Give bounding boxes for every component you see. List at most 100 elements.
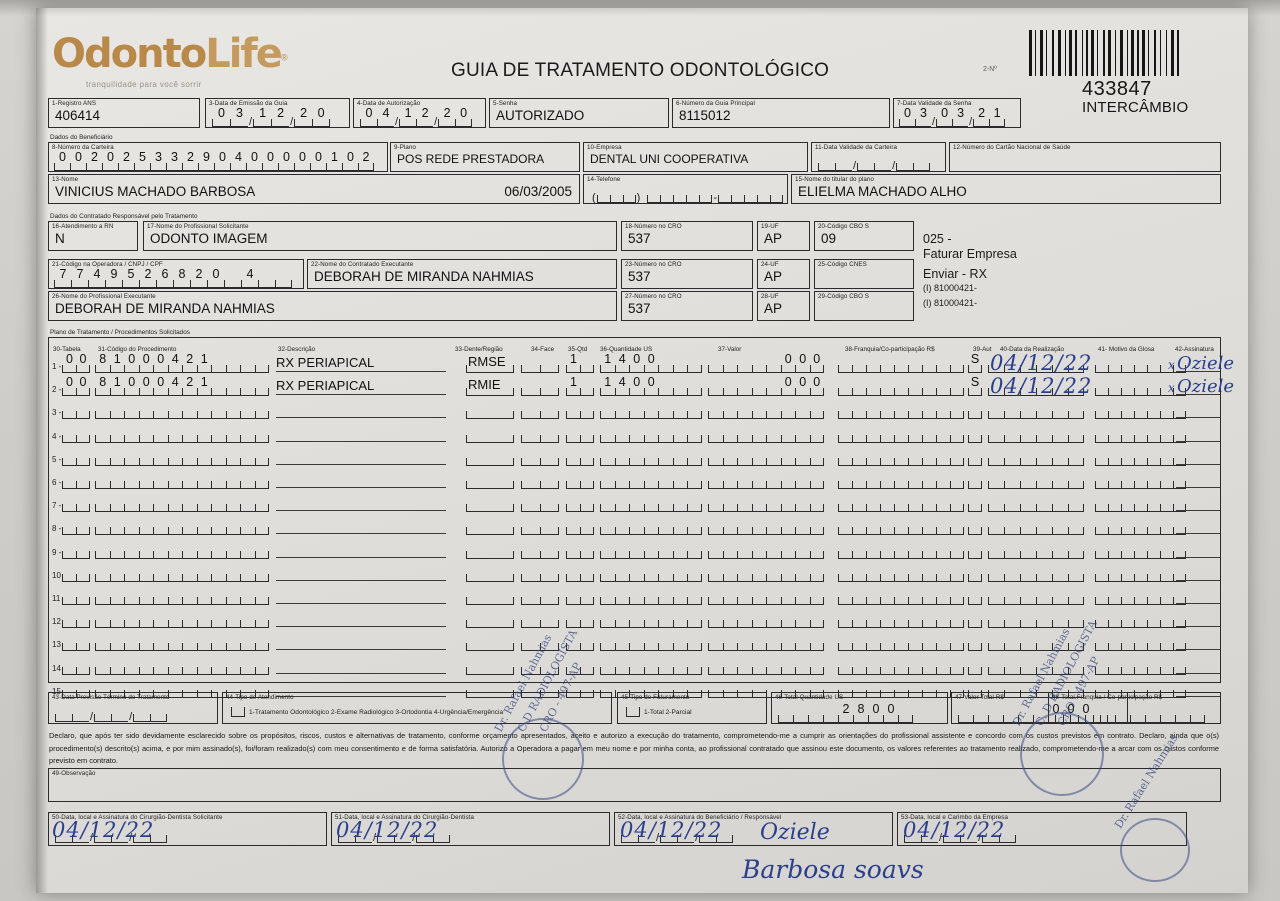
digit-cell[interactable]: [751, 573, 766, 582]
digit-cell[interactable]: [1020, 666, 1036, 675]
field-empresa[interactable]: 10-Empresa DENTAL UNI COOPERATIVA: [583, 142, 808, 172]
digit-cell[interactable]: [1160, 666, 1173, 675]
digit-cell[interactable]: [922, 573, 936, 582]
digit-cell[interactable]: [922, 689, 936, 698]
digit-cell[interactable]: [95, 573, 110, 582]
digit-cell[interactable]: [722, 550, 737, 559]
digit-cell[interactable]: 0: [883, 703, 898, 723]
digit-cell[interactable]: [780, 689, 795, 698]
digit-cell[interactable]: [614, 550, 629, 559]
digit-cell[interactable]: [138, 527, 153, 536]
row-codigo-comb[interactable]: [95, 681, 269, 698]
digit-cell[interactable]: [225, 666, 240, 675]
digit-cell[interactable]: [1020, 597, 1036, 605]
row-face-comb[interactable]: [521, 634, 559, 652]
digit-cell[interactable]: [880, 457, 894, 466]
row-quantidade-us-comb[interactable]: [600, 634, 702, 652]
row-data-realizacao-comb[interactable]: [988, 426, 1084, 443]
digit-cell[interactable]: 1: [196, 353, 211, 373]
digit-cell[interactable]: [1108, 457, 1121, 466]
digit-cell[interactable]: [908, 457, 922, 466]
digit-cell[interactable]: [795, 597, 810, 605]
digit-cell[interactable]: [182, 527, 197, 536]
digit-cell[interactable]: [988, 666, 1004, 675]
digit-cell[interactable]: [629, 527, 644, 536]
row-quantidade-us-comb[interactable]: [600, 472, 702, 489]
digit-cell[interactable]: [722, 411, 737, 420]
digit-cell[interactable]: [167, 504, 182, 513]
digit-cell[interactable]: [795, 504, 810, 513]
digit-cell[interactable]: [988, 388, 1004, 397]
date-comb[interactable]: 0 3/0 3/2 1: [899, 107, 1006, 128]
digit-cell[interactable]: [988, 365, 1004, 373]
digit-cell[interactable]: [1121, 666, 1134, 675]
row-quantidade-us-comb[interactable]: [600, 495, 702, 513]
digit-cell[interactable]: [1121, 550, 1134, 559]
digit-cell[interactable]: [76, 434, 90, 443]
digit-cell[interactable]: [1160, 573, 1173, 582]
digit-cell[interactable]: [466, 550, 514, 559]
row-franquia-comb[interactable]: [838, 588, 964, 605]
row-valor-comb[interactable]: [708, 472, 824, 489]
digit-cell[interactable]: [275, 280, 292, 288]
digit-cell[interactable]: [254, 365, 269, 373]
digit-cell[interactable]: [196, 689, 211, 698]
digit-cell[interactable]: [908, 550, 922, 559]
digit-cell[interactable]: [766, 597, 781, 605]
total-franquia-comb[interactable]: [1055, 706, 1205, 723]
digit-cell[interactable]: [182, 620, 197, 629]
digit-cell[interactable]: [894, 550, 908, 559]
digit-cell[interactable]: [922, 457, 936, 466]
digit-cell[interactable]: [182, 504, 197, 513]
digit-cell[interactable]: [62, 689, 76, 698]
signature-box-50[interactable]: 50-Data, local e Assinatura do Cirurgião…: [48, 812, 327, 846]
digit-cell[interactable]: [795, 689, 810, 698]
digit-cell[interactable]: 3: [952, 107, 969, 127]
signature-date-comb[interactable]: / /: [621, 826, 734, 844]
digit-cell[interactable]: [225, 504, 240, 513]
digit-cell[interactable]: [809, 457, 824, 466]
row-franquia-comb[interactable]: [838, 634, 964, 652]
digit-cell[interactable]: [566, 573, 580, 582]
digit-cell[interactable]: [894, 411, 908, 420]
digit-cell[interactable]: [1004, 388, 1020, 397]
row-valor-comb[interactable]: [708, 565, 824, 582]
digit-cell[interactable]: [225, 597, 240, 605]
digit-cell[interactable]: [614, 689, 629, 698]
digit-cell[interactable]: [672, 527, 687, 536]
digit-cell[interactable]: [1020, 434, 1036, 443]
digit-cell[interactable]: [76, 411, 90, 420]
digit-cell[interactable]: [614, 597, 629, 605]
digit-cell[interactable]: [838, 388, 852, 397]
digit-cell[interactable]: [109, 643, 124, 652]
digit-cell[interactable]: [852, 365, 866, 373]
digit-cell[interactable]: [1052, 573, 1068, 582]
digit-cell[interactable]: [1036, 504, 1052, 513]
digit-cell[interactable]: [1052, 411, 1068, 420]
digit-cell[interactable]: [1173, 388, 1186, 397]
digit-cell[interactable]: [1121, 365, 1134, 373]
digit-cell[interactable]: [922, 666, 936, 675]
digit-cell[interactable]: [1036, 457, 1052, 466]
digit-cell[interactable]: [1134, 388, 1147, 397]
digit-cell[interactable]: [708, 388, 723, 397]
digit-cell[interactable]: [138, 411, 153, 420]
row-dente-comb[interactable]: [466, 495, 514, 513]
digit-cell[interactable]: [1108, 481, 1121, 489]
digit-cell[interactable]: [138, 550, 153, 559]
row-motivo-glosa-comb[interactable]: [1095, 472, 1186, 489]
digit-cell[interactable]: [672, 365, 687, 373]
digit-cell[interactable]: [225, 689, 240, 698]
row-tabela-comb[interactable]: [62, 611, 90, 629]
digit-cell[interactable]: [658, 527, 673, 536]
digit-cell[interactable]: [609, 195, 623, 203]
digit-cell[interactable]: [196, 597, 211, 605]
digit-cell[interactable]: [211, 388, 226, 397]
digit-cell[interactable]: [182, 481, 197, 489]
digit-cell[interactable]: [1173, 550, 1186, 559]
digit-cell[interactable]: [988, 689, 1004, 698]
row-aut-comb[interactable]: [968, 426, 982, 443]
digit-cell[interactable]: [968, 550, 982, 559]
digit-cell[interactable]: [880, 365, 894, 373]
